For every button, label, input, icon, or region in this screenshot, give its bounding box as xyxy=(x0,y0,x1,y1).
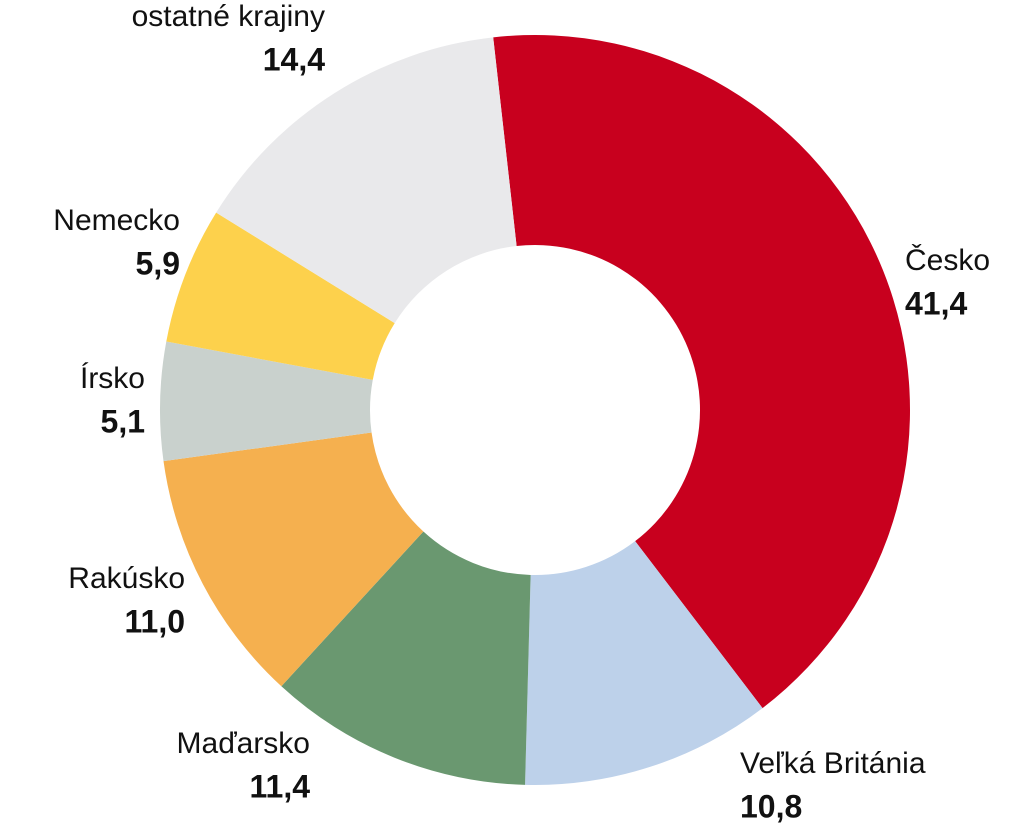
value-label: 10,8 xyxy=(740,788,802,824)
value-label: 41,4 xyxy=(905,285,967,321)
slice-label: Veľká Británia xyxy=(740,747,926,780)
slice-label: Maďarsko xyxy=(177,727,310,760)
slice-label: Nemecko xyxy=(53,204,180,237)
value-label: 5,9 xyxy=(136,245,180,281)
donut-slice xyxy=(525,541,763,785)
value-label: 14,4 xyxy=(263,41,325,77)
donut-slice xyxy=(216,37,517,324)
donut-slice xyxy=(281,531,531,785)
slice-label: Česko xyxy=(905,243,990,277)
donut-slice xyxy=(493,35,910,709)
value-label: 11,0 xyxy=(124,603,185,639)
donut-slice xyxy=(166,212,395,380)
value-label: 11,4 xyxy=(249,768,310,804)
donut-slice xyxy=(160,341,373,462)
slice-label: ostatné krajiny xyxy=(132,0,325,33)
value-label: 5,1 xyxy=(101,403,145,439)
slice-label: Írsko xyxy=(80,362,145,395)
slice-label: Rakúsko xyxy=(68,562,185,595)
donut-slice xyxy=(163,432,424,687)
